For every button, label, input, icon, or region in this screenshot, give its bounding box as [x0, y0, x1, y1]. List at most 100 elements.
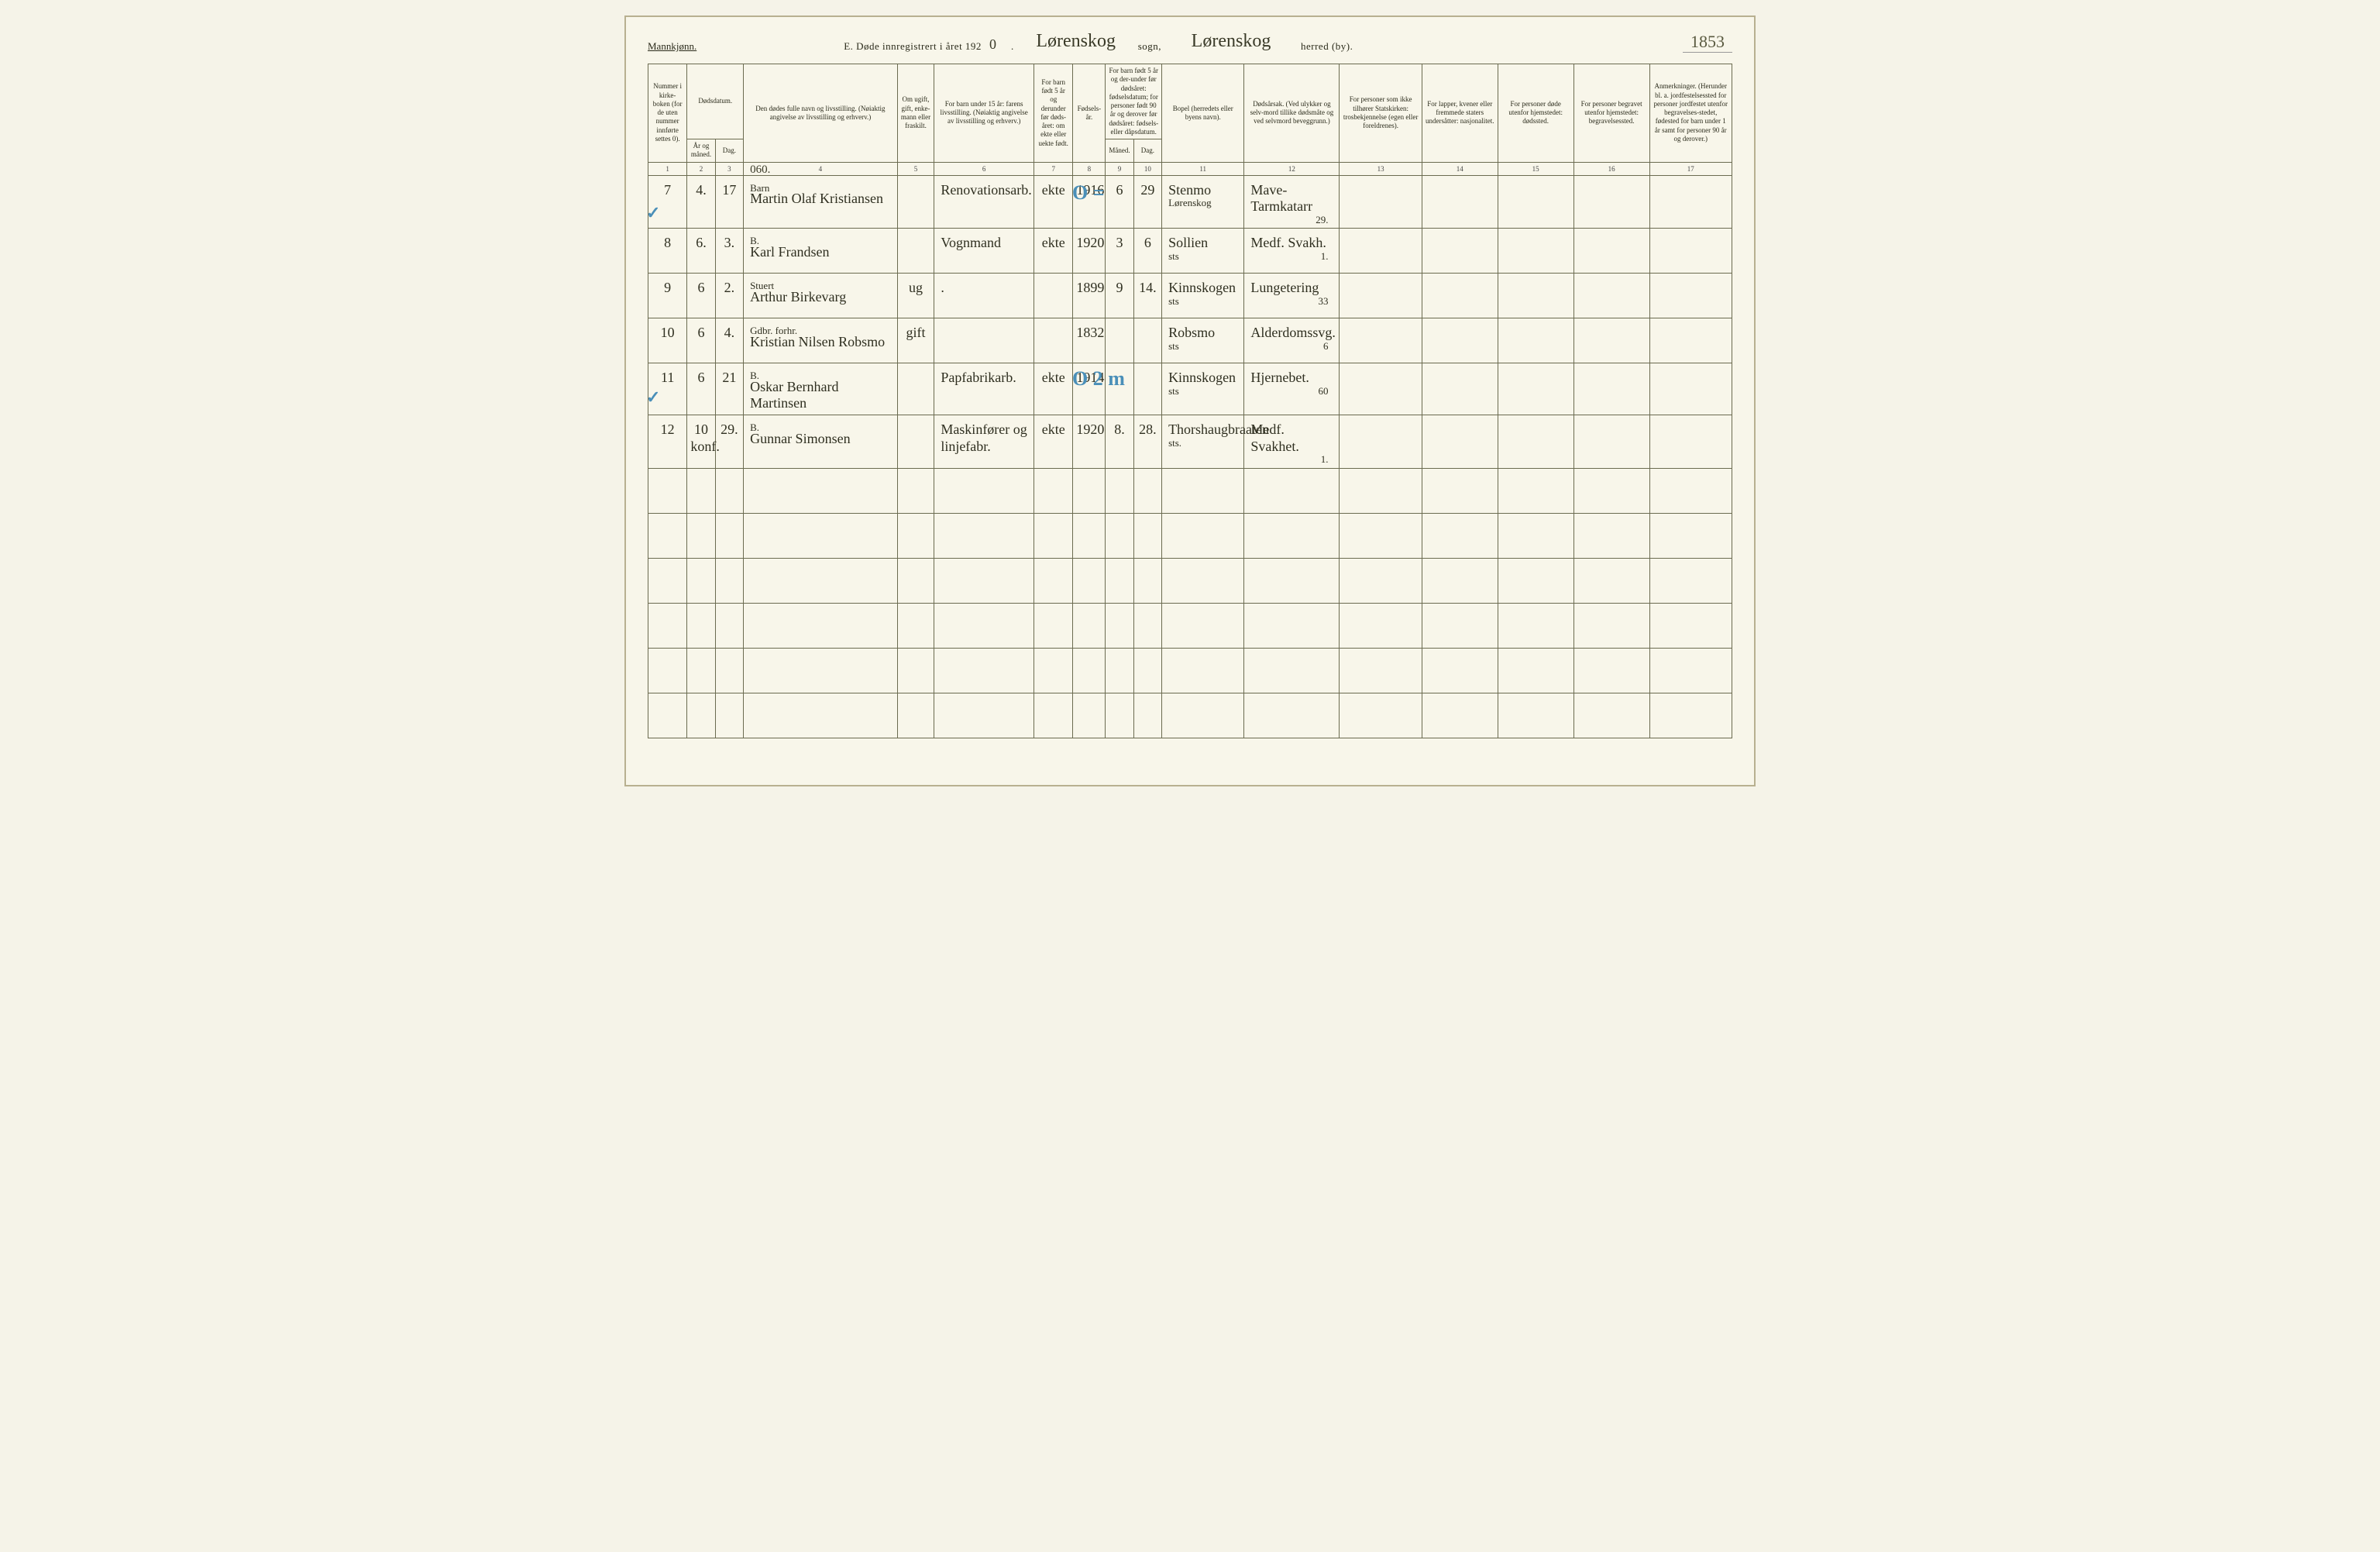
margin-note-060: 060. [750, 163, 770, 177]
title-prefix: E. Døde innregistrert i året 192 [844, 40, 982, 53]
sogn-value: Lørenskog [1022, 31, 1130, 53]
cell-status [897, 175, 934, 229]
cell-faar: 1832 [1073, 318, 1106, 363]
cell-fdag: 29 [1133, 175, 1161, 229]
empty-cell [1162, 513, 1244, 558]
table-row: 1210 konf.29.B.Gunnar SimonsenMaskinføre… [648, 415, 1732, 469]
col-header-1: Nummer i kirke-boken (for de uten nummer… [648, 64, 687, 163]
table-head: Nummer i kirke-boken (for de uten nummer… [648, 64, 1732, 176]
colnum: 5 [897, 162, 934, 175]
cell-dag: 2. [715, 274, 743, 318]
empty-cell [897, 468, 934, 513]
cell-ekte [1034, 274, 1073, 318]
cell-bopel: Thorshaugbraatensts. [1162, 415, 1244, 469]
empty-cell [1073, 468, 1106, 513]
empty-cell [1106, 513, 1133, 558]
empty-cell [1573, 693, 1649, 738]
empty-cell [1034, 603, 1073, 648]
cell-fdag [1133, 363, 1161, 415]
empty-cell [934, 558, 1034, 603]
empty-cell [1133, 558, 1161, 603]
cell-15 [1498, 175, 1573, 229]
empty-cell [687, 468, 715, 513]
colnum: 6 [934, 162, 1034, 175]
empty-cell [1340, 468, 1422, 513]
empty-cell [744, 648, 898, 693]
table-row-empty [648, 468, 1732, 513]
col-header-16: For personer begravet utenfor hjemstedet… [1573, 64, 1649, 163]
cell-aar-mnd: 6 [687, 274, 715, 318]
empty-cell [1133, 603, 1161, 648]
empty-cell [1498, 558, 1573, 603]
col-header-10: Dag. [1133, 139, 1161, 163]
empty-cell [1133, 648, 1161, 693]
empty-cell [744, 558, 898, 603]
empty-cell [1498, 603, 1573, 648]
empty-cell [1162, 648, 1244, 693]
cell-17 [1649, 175, 1732, 229]
empty-cell [897, 558, 934, 603]
cell-17 [1649, 229, 1732, 274]
herred-label: herred (by). [1301, 40, 1353, 53]
empty-cell [1244, 648, 1340, 693]
empty-cell [744, 468, 898, 513]
cell-num: 7 [648, 175, 687, 229]
cell-name: Gdbr. forhr.Kristian Nilsen Robsmo [744, 318, 898, 363]
col-header-4: Den dødes fulle navn og livsstilling. (N… [744, 64, 898, 163]
table-row-empty [648, 558, 1732, 603]
cell-cause: Alderdomssvg.6 [1244, 318, 1340, 363]
cell-name: StuertArthur Birkevarg [744, 274, 898, 318]
empty-cell [1340, 693, 1422, 738]
cell-num: 9 [648, 274, 687, 318]
empty-cell [1106, 648, 1133, 693]
cell-fdag: 6 [1133, 229, 1161, 274]
empty-cell [934, 468, 1034, 513]
empty-cell [1073, 648, 1106, 693]
col-header-13: For personer som ikke tilhører Statskirk… [1340, 64, 1422, 163]
empty-cell [1573, 603, 1649, 648]
cell-name: BarnMartin Olaf Kristiansen [744, 175, 898, 229]
empty-cell [1422, 558, 1498, 603]
cell-15 [1498, 415, 1573, 469]
empty-cell [1133, 693, 1161, 738]
empty-cell [1422, 468, 1498, 513]
cell-faar: 1920 [1073, 415, 1106, 469]
empty-cell [1498, 648, 1573, 693]
empty-cell [934, 603, 1034, 648]
empty-cell [744, 603, 898, 648]
empty-cell [744, 693, 898, 738]
cell-faar: 1899 [1073, 274, 1106, 318]
empty-cell [687, 693, 715, 738]
empty-cell [687, 603, 715, 648]
table-row: 962.StuertArthur Birkevargug.1899914.Kin… [648, 274, 1732, 318]
column-number-row: 1 2 3 4 060. 5 6 7 8 9 10 11 12 13 14 15… [648, 162, 1732, 175]
empty-cell [1073, 513, 1106, 558]
cell-16 [1573, 175, 1649, 229]
cell-fdag: 28. [1133, 415, 1161, 469]
empty-cell [1340, 603, 1422, 648]
col-header-12: Dødsårsak. (Ved ulykker og selv-mord til… [1244, 64, 1340, 163]
table-row-empty [648, 513, 1732, 558]
cell-15 [1498, 363, 1573, 415]
cell-ekte: ekte [1034, 363, 1073, 415]
empty-cell [1649, 513, 1732, 558]
cell-cause: Mave-Tarmkatarr29. [1244, 175, 1340, 229]
cell-14 [1422, 229, 1498, 274]
empty-cell [1073, 558, 1106, 603]
cell-16 [1573, 229, 1649, 274]
cell-fmnd [1106, 318, 1133, 363]
cell-father-occ [934, 318, 1034, 363]
empty-cell [897, 693, 934, 738]
cell-father-occ: Renovationsarb. [934, 175, 1034, 229]
cell-faar: 1920 [1073, 229, 1106, 274]
colnum: 10 [1133, 162, 1161, 175]
col-header-2: År og måned. [687, 139, 715, 163]
empty-cell [1498, 513, 1573, 558]
cell-status [897, 415, 934, 469]
colnum: 13 [1340, 162, 1422, 175]
colnum: 14 [1422, 162, 1498, 175]
empty-cell [1034, 513, 1073, 558]
empty-cell [1649, 603, 1732, 648]
empty-cell [1340, 648, 1422, 693]
colnum: 9 [1106, 162, 1133, 175]
